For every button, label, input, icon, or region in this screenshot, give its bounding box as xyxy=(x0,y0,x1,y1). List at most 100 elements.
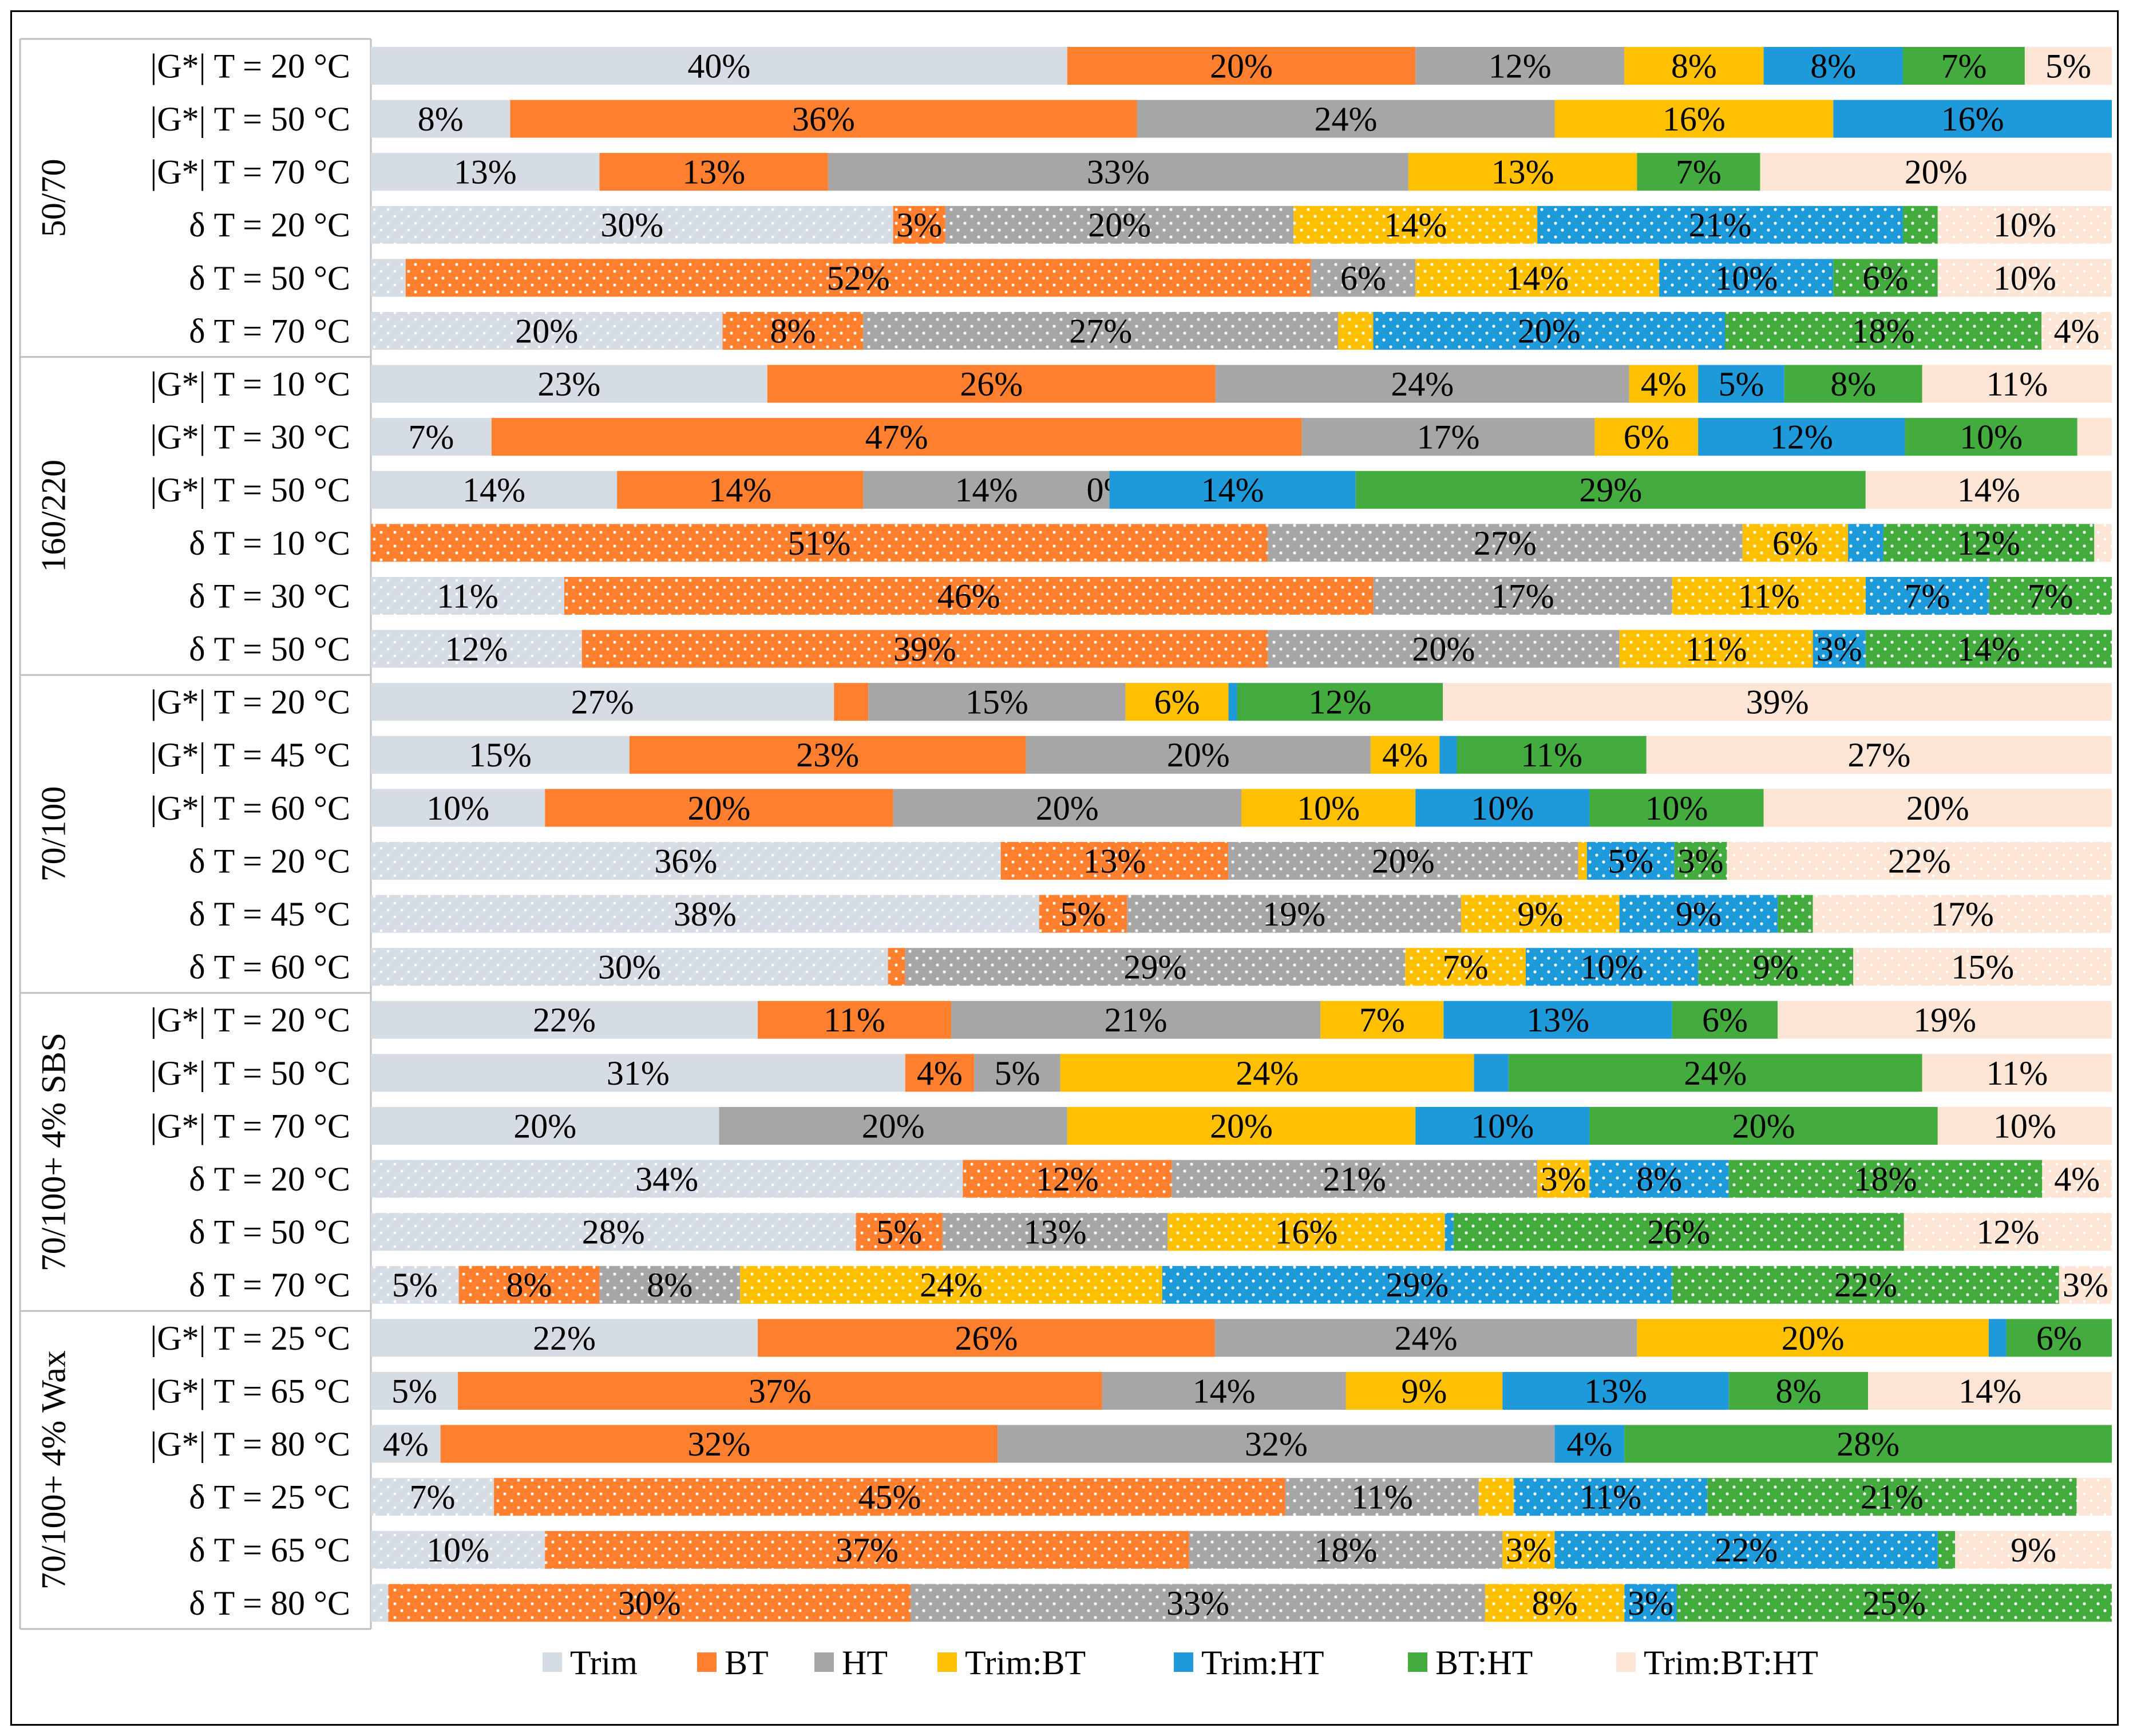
bar-160-220-g-t-10-c-bt xyxy=(767,365,1216,403)
data-label: 20% xyxy=(1372,842,1435,880)
data-label: 21% xyxy=(1105,1001,1168,1039)
data-label: 12% xyxy=(1489,47,1552,85)
row-label: δ T = 60 °C xyxy=(189,948,350,986)
row-label: δ T = 65 °C xyxy=(189,1531,350,1569)
data-label: 3% xyxy=(1506,1531,1552,1569)
data-label: 3% xyxy=(1678,842,1724,880)
data-label: 8% xyxy=(1775,1372,1821,1410)
data-label: 20% xyxy=(1906,789,1969,827)
data-label: 20% xyxy=(1210,47,1273,85)
bar-70-100-4-wax-g-t-25-c-bt-ht xyxy=(2006,1319,2112,1357)
data-label: 27% xyxy=(571,683,634,721)
bar-70-100-4-wax-g-t-65-c-bt-ht xyxy=(1728,1372,1869,1410)
bar-70-100-4-wax-g-t-80-c-trim-ht xyxy=(1554,1425,1625,1463)
data-label: 16% xyxy=(1275,1213,1338,1251)
data-label: 51% xyxy=(788,524,851,562)
bar-70-100-4-wax-t-80-c-trim xyxy=(371,1584,389,1622)
data-label: 20% xyxy=(1518,312,1581,350)
data-label: 10% xyxy=(426,1531,489,1569)
data-label: 5% xyxy=(2045,47,2091,85)
row-label: |G*| T = 50 °C xyxy=(150,100,350,138)
bar-70-100-4-wax-t-25-c-trim-bt xyxy=(1478,1478,1514,1516)
data-label: 5% xyxy=(1060,895,1106,933)
bar-50-70-g-t-50-c-trim-ht xyxy=(1833,100,2112,138)
data-label: 13% xyxy=(1491,153,1554,191)
legend-label-trim-ht: Trim:HT xyxy=(1201,1644,1324,1682)
row-label: |G*| T = 30 °C xyxy=(150,418,350,456)
row-label: |G*| T = 70 °C xyxy=(150,1107,350,1145)
bar-70-100-4-wax-g-t-25-c-trim-bt xyxy=(1637,1319,1989,1357)
data-label: 9% xyxy=(1401,1372,1447,1410)
bar-70-100-t-45-c-bt xyxy=(1039,895,1127,933)
data-label: 9% xyxy=(1753,948,1799,986)
bar-70-100-4-sbs-t-50-c-trim-ht xyxy=(1445,1213,1454,1251)
bar-50-70-g-t-70-c-ht xyxy=(828,153,1408,191)
bar-70-100-g-t-20-c-trim-bt-ht xyxy=(1443,683,2112,721)
data-label: 18% xyxy=(1315,1531,1378,1569)
data-label: 17% xyxy=(1416,418,1479,456)
bar-50-70-g-t-20-c-trim xyxy=(371,47,1067,85)
data-label: 10% xyxy=(1471,1107,1534,1145)
data-label: 37% xyxy=(836,1531,899,1569)
bar-70-100-4-sbs-t-50-c-bt-ht xyxy=(1453,1213,1904,1251)
data-label: 13% xyxy=(1526,1001,1589,1039)
bar-50-70-t-20-c-bt xyxy=(893,205,945,244)
category-table xyxy=(19,38,372,1630)
data-label: 20% xyxy=(1905,153,1968,191)
data-label: 3% xyxy=(896,206,942,244)
bar-70-100-4-sbs-t-20-c-trim-bt-ht xyxy=(2042,1160,2112,1198)
data-label: 5% xyxy=(876,1213,922,1251)
data-label: 37% xyxy=(749,1372,812,1410)
bar-70-100-4-sbs-t-50-c-trim-bt-ht xyxy=(1904,1213,2112,1251)
data-label: 4% xyxy=(383,1425,429,1463)
bar-70-100-4-sbs-t-70-c-trim-bt-ht xyxy=(2059,1266,2112,1304)
bar-160-220-g-t-50-c-trim-bt-ht xyxy=(1865,470,2112,509)
bar-70-100-4-wax-t-25-c-trim-ht xyxy=(1514,1478,1708,1516)
data-label: 24% xyxy=(1236,1054,1299,1092)
bar-70-100-t-60-c-bt-ht xyxy=(1698,948,1854,986)
data-label: 10% xyxy=(1471,789,1534,827)
legend-swatch-bt-ht xyxy=(1408,1652,1427,1672)
bar-50-70-g-t-20-c-ht xyxy=(1415,47,1625,85)
data-label: 10% xyxy=(1993,1107,2056,1145)
row-label: |G*| T = 45 °C xyxy=(150,736,350,774)
bar-50-70-t-70-c-bt-ht xyxy=(1725,312,2042,350)
row-labels: |G*| T = 20 °C |G*| T = 50 °C |G*| T = 70 … xyxy=(150,47,350,1622)
bar-70-100-4-sbs-g-t-70-c-trim xyxy=(371,1107,719,1145)
bar-70-100-4-sbs-g-t-70-c-ht xyxy=(719,1107,1067,1145)
data-label: 10% xyxy=(1297,789,1360,827)
row-label: δ T = 30 °C xyxy=(189,577,350,615)
bar-70-100-g-t-60-c-bt xyxy=(545,789,893,827)
data-label: 5% xyxy=(994,1054,1040,1092)
data-label: 12% xyxy=(1036,1160,1099,1198)
data-label: 8% xyxy=(647,1266,692,1304)
data-label: 10% xyxy=(426,789,489,827)
bar-160-220-t-30-c-trim-bt xyxy=(1672,577,1866,615)
bar-50-70-g-t-20-c-bt-ht xyxy=(1902,47,2025,85)
bar-50-70-g-t-20-c-trim-bt-ht xyxy=(2024,47,2112,85)
data-label: 4% xyxy=(2054,1160,2100,1198)
data-label: 6% xyxy=(1154,683,1200,721)
bar-70-100-4-wax-t-25-c-ht xyxy=(1285,1478,1479,1516)
bar-70-100-t-60-c-trim-bt-ht xyxy=(1853,948,2112,986)
bar-70-100-t-45-c-trim xyxy=(371,895,1039,933)
bar-70-100-4-wax-g-t-25-c-bt xyxy=(758,1319,1215,1357)
data-label: 20% xyxy=(1782,1319,1845,1357)
data-label: 14% xyxy=(1957,471,2020,509)
bar-50-70-g-t-50-c-trim-bt xyxy=(1554,100,1834,138)
data-label: 11% xyxy=(1580,1478,1641,1516)
data-label: 36% xyxy=(792,100,855,138)
bar-70-100-4-wax-g-t-25-c-ht xyxy=(1214,1319,1637,1357)
bar-50-70-t-50-c-trim-bt-ht xyxy=(1937,259,2112,297)
bar-50-70-t-70-c-bt xyxy=(722,312,864,350)
row-label: δ T = 50 °C xyxy=(189,259,350,297)
bar-70-100-t-20-c-trim-bt-ht xyxy=(1727,842,2112,880)
bar-160-220-t-50-c-trim-ht xyxy=(1813,630,1866,668)
bar-70-100-g-t-20-c-trim-ht xyxy=(1228,683,1237,721)
bar-70-100-g-t-20-c-bt-ht xyxy=(1237,683,1443,721)
bar-160-220-g-t-50-c-trim-ht xyxy=(1109,470,1356,509)
bar-160-220-g-t-30-c-trim-bt-ht xyxy=(2077,418,2112,456)
bar-50-70-t-20-c-bt-ht xyxy=(1902,205,1938,244)
bar-70-100-4-wax-t-65-c-trim xyxy=(371,1531,545,1569)
